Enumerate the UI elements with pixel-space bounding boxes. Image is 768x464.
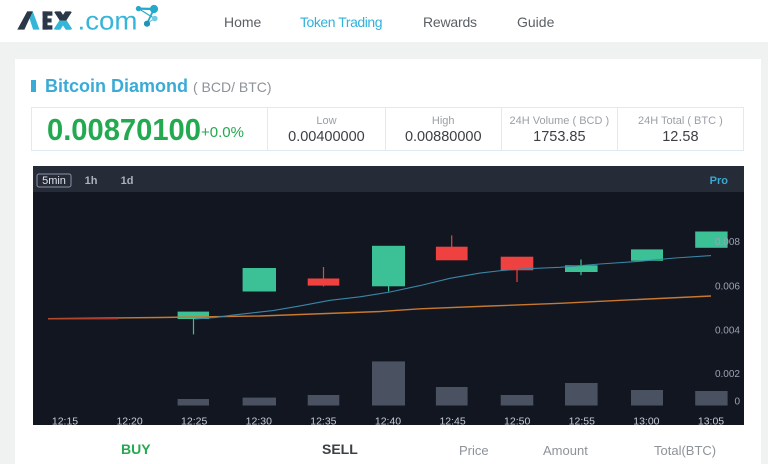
svg-text:1h: 1h — [85, 175, 98, 187]
svg-text:0: 0 — [734, 397, 740, 408]
svg-text:0.002: 0.002 — [715, 369, 740, 380]
svg-text:12:35: 12:35 — [310, 416, 336, 426]
svg-text:0.008: 0.008 — [715, 237, 740, 248]
svg-text:12:30: 12:30 — [246, 416, 272, 426]
svg-text:12:25: 12:25 — [181, 416, 207, 426]
svg-text:12:45: 12:45 — [439, 416, 465, 426]
svg-text:13:05: 13:05 — [698, 416, 724, 426]
svg-text:12:40: 12:40 — [375, 416, 401, 426]
svg-text:12:20: 12:20 — [116, 416, 142, 426]
svg-text:.com: .com — [78, 6, 138, 36]
svg-text:Pro: Pro — [710, 175, 729, 187]
svg-text:0.006: 0.006 — [715, 282, 740, 293]
svg-text:13:00: 13:00 — [633, 416, 659, 426]
svg-text:12:50: 12:50 — [504, 416, 530, 426]
svg-text:12:55: 12:55 — [569, 416, 595, 426]
svg-text:1d: 1d — [121, 175, 134, 187]
svg-text:5min: 5min — [42, 175, 66, 187]
svg-text:12:15: 12:15 — [52, 416, 78, 426]
svg-text:0.004: 0.004 — [715, 325, 740, 336]
